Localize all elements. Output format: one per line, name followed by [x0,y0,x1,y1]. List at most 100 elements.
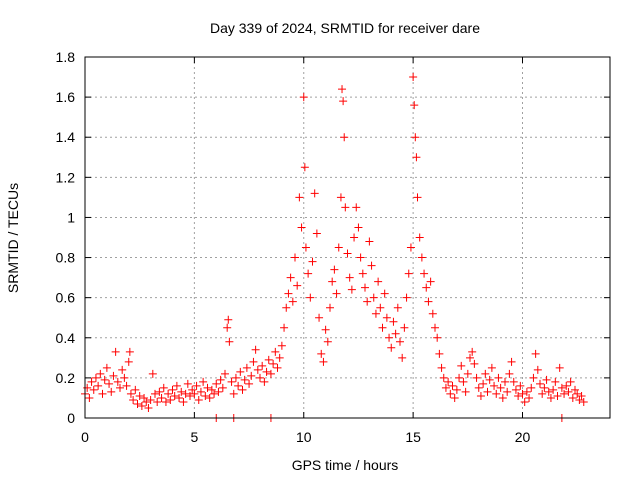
data-point [91,373,100,382]
y-tick-labels: 0 0.2 0.4 0.6 0.8 1 1.2 1.4 1.6 1.8 [56,49,76,426]
data-point [245,379,254,388]
data-point [363,297,372,306]
data-point [142,397,151,406]
data-point [164,389,173,398]
data-point [330,265,339,274]
y-tick-label: 1.4 [56,129,76,145]
data-point [249,357,258,366]
data-point [299,93,308,102]
data-point [144,403,153,412]
data-point [124,357,133,366]
data-point [131,385,140,394]
data-point [369,293,378,302]
data-point [367,261,376,270]
data-point [378,323,387,332]
y-tick-label: 1 [67,209,75,225]
y-tick-label: 1.8 [56,49,76,65]
data-point [251,345,260,354]
data-point [253,365,262,374]
data-point [514,391,523,400]
data-point [546,393,555,402]
data-point [105,379,114,388]
data-point [166,395,175,404]
data-point [266,369,275,378]
data-point [315,313,324,322]
data-point [393,303,402,312]
data-point [203,383,212,392]
data-point [507,357,516,366]
data-point [334,243,343,252]
data-point [439,373,448,382]
data-point [505,369,514,378]
data-point [96,369,105,378]
data-point [341,203,350,212]
data-point [236,367,245,376]
data-point [501,377,509,386]
data-point [218,383,227,392]
data-point [126,389,135,398]
data-point [579,397,588,406]
data-point [551,377,560,386]
plot-border [84,56,611,419]
data-point [564,387,573,396]
data-point [461,387,470,396]
data-point [404,269,413,278]
data-point [286,273,295,282]
data-point [339,97,348,106]
data-point [234,381,243,390]
data-point [280,323,289,332]
data-point [518,389,527,398]
data-point [468,347,477,356]
data-point [444,377,453,386]
data-point [455,373,464,382]
data-point [240,375,249,384]
data-point [531,349,540,358]
data-point [214,387,223,396]
data-point [474,383,483,392]
y-tick-label: 0.8 [56,250,76,266]
data-point [297,223,306,232]
data-point [175,393,184,402]
data-point [485,375,494,384]
data-point [452,385,461,394]
data-point [321,325,330,334]
data-point [544,387,553,396]
data-point [424,297,433,306]
data-point [426,277,435,286]
data-point [385,333,394,342]
data-point [85,393,94,402]
data-point [183,379,192,388]
data-point [271,347,280,356]
data-point [319,357,328,366]
data-point [260,377,269,386]
data-point [194,395,203,404]
y-tick-label: 0 [67,410,75,426]
data-point [295,193,304,202]
data-point [358,269,367,278]
data-point [273,363,282,372]
data-point [463,369,472,378]
data-point [118,365,127,374]
data-point [179,397,188,406]
data-point [522,387,531,396]
data-point [382,313,391,322]
data-point [457,361,466,370]
data-point [413,193,422,202]
data-point [137,401,146,410]
data-point [409,73,418,82]
data-point [566,377,575,386]
data-point [417,253,426,262]
data-point [186,391,194,400]
data-point [503,387,512,396]
data-point [177,387,186,396]
y-tick-label: 0.6 [56,290,76,306]
data-point [210,389,219,398]
data-point [300,163,309,172]
data-point [573,389,582,398]
data-point [188,385,197,394]
data-point [511,385,520,394]
data-point [238,385,247,394]
data-point [415,233,424,242]
x-tick-label: 15 [405,429,421,445]
x-tick-label: 20 [515,429,531,445]
